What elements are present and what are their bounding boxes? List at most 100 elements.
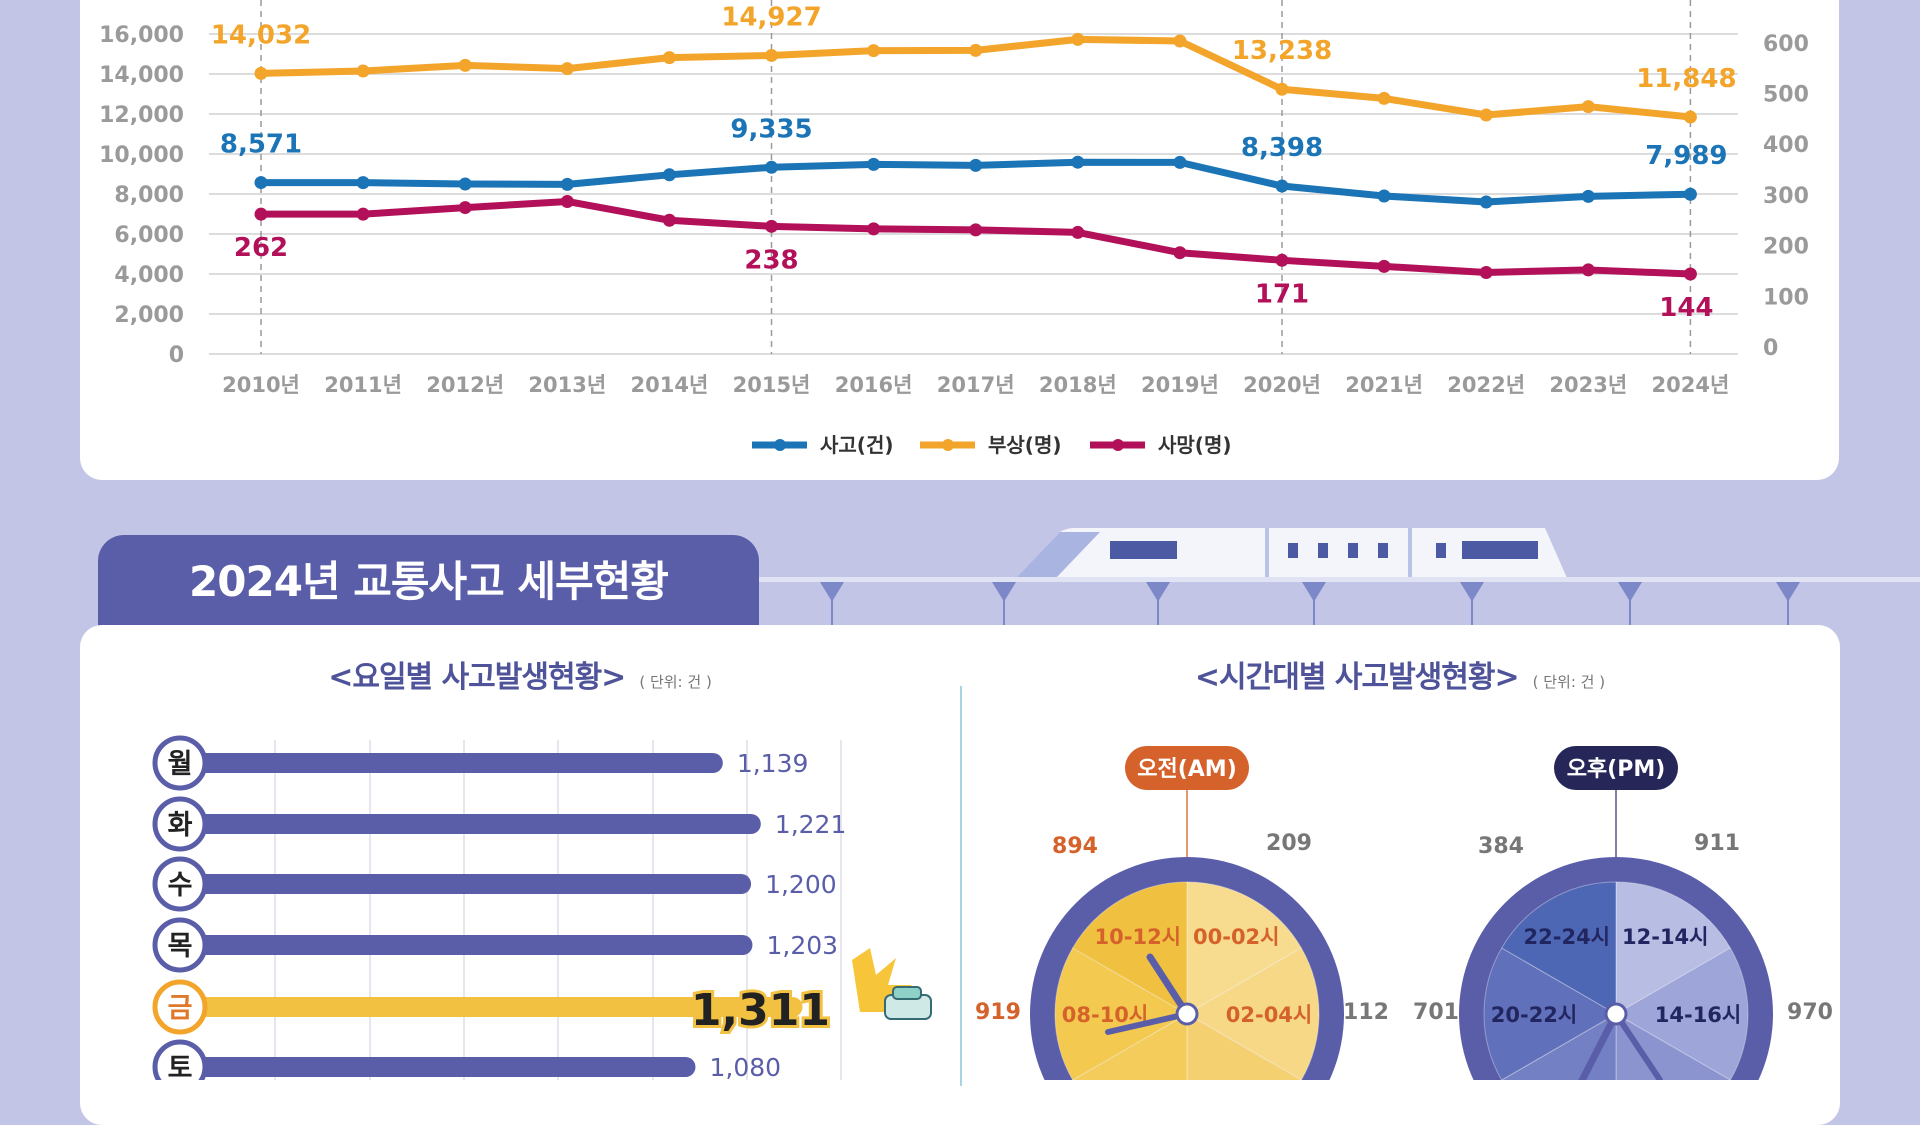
data-label: 238 [744,245,798,275]
x-axis-tick: 2016년 [835,373,913,397]
section-divider [960,686,962,1086]
left-axis-tick: 16,000 [99,23,184,48]
data-point [765,160,778,174]
data-point [1377,91,1391,105]
x-axis-tick: 2013년 [528,373,606,397]
right-axis-tick: 200 [1763,235,1809,260]
data-point [356,64,370,78]
data-point [662,213,676,227]
legend-label: 사망(명) [1158,433,1231,457]
data-point [458,177,472,191]
right-axis-tick: 100 [1763,285,1809,310]
x-axis-tick: 2012년 [426,373,504,397]
timeslot-chart-heading: <시간대별 사고발생현황> ( 단위: 건 ) [980,652,1820,696]
data-point [662,51,676,65]
data-point [969,158,983,172]
x-axis-tick: 2019년 [1141,373,1219,397]
x-axis-tick: 2018년 [1039,373,1117,397]
x-axis-tick: 2023년 [1549,373,1627,397]
data-point [1173,155,1187,169]
data-point [560,177,574,191]
right-axis-tick: 300 [1763,184,1809,209]
legend-label: 사고(건) [820,433,893,457]
data-label: 13,238 [1232,36,1332,66]
weekday-chart-title: <요일별 사고발생현황> [328,660,626,695]
data-point [356,207,370,221]
data-label: 14,927 [721,2,821,32]
x-axis-tick: 2024년 [1652,373,1730,397]
rail-pillars [820,582,1800,630]
x-axis-tick: 2017년 [937,373,1015,397]
data-point [254,176,268,190]
x-axis-tick: 2021년 [1345,373,1423,397]
data-point [867,222,881,236]
data-point [1275,179,1289,193]
data-point [1071,155,1085,169]
right-axis-tick: 0 [1763,336,1778,361]
data-point [1581,189,1595,203]
section-title: 2024년 교통사고 세부현황 [189,557,669,606]
x-axis-tick: 2011년 [324,373,402,397]
data-point [1275,253,1289,267]
data-point [662,168,676,182]
legend-marker [942,439,954,451]
train-rail-illustration [759,528,1920,630]
weekday-chart-heading: <요일별 사고발생현황> ( 단위: 건 ) [100,652,940,696]
data-point [560,194,574,208]
x-axis-tick: 2014년 [631,373,709,397]
data-point [867,44,881,58]
legend-marker [1112,439,1124,451]
data-label: 7,989 [1645,141,1727,171]
data-label: 262 [234,233,288,263]
data-point [254,207,268,221]
data-point [867,157,881,171]
data-point [1479,108,1493,122]
data-point [765,219,778,233]
data-label: 9,335 [730,114,812,144]
data-point [356,176,370,190]
data-point [1377,189,1391,203]
x-axis-tick: 2020년 [1243,373,1321,397]
data-point [458,58,472,72]
section-header-tab [98,535,759,635]
data-point [1581,263,1595,277]
left-axis-tick: 0 [169,343,184,368]
legend-marker [774,439,786,451]
data-label: 11,848 [1636,64,1736,94]
train-icon [1016,528,1567,578]
yearly-trend-line-chart: 0 2,000 4,000 6,000 8,000 10,000 12,000 14,000 1… [99,0,1809,457]
data-label: 8,571 [220,130,302,160]
data-label: 8,398 [1241,133,1323,163]
data-point [765,48,778,62]
data-point [1173,246,1187,260]
left-axis-tick: 2,000 [114,303,184,328]
data-point [560,62,574,76]
timeslot-chart-title: <시간대별 사고발생현황> [1194,660,1520,695]
right-axis-tick: 600 [1763,32,1809,57]
left-axis-tick: 14,000 [99,63,184,88]
data-point [1071,32,1085,46]
data-point [254,66,268,80]
data-point [1071,225,1085,239]
data-point [969,43,983,57]
left-axis-tick: 10,000 [99,143,184,168]
data-label: 171 [1255,279,1309,309]
x-axis-tick: 2015년 [733,373,811,397]
legend-label: 부상(명) [988,433,1061,457]
left-axis-tick: 6,000 [114,223,184,248]
rail-line [759,577,1920,582]
x-axis-tick: 2022년 [1447,373,1525,397]
data-point [1581,100,1595,114]
data-point [1683,267,1697,281]
data-label: 144 [1659,293,1713,323]
data-label: 14,032 [211,20,311,50]
right-axis-tick: 400 [1763,133,1809,158]
data-point [1275,82,1289,96]
data-point [1683,110,1697,124]
weekday-chart-unit: ( 단위: 건 ) [639,673,712,691]
left-axis-tick: 12,000 [99,103,184,128]
data-point [1173,34,1187,48]
data-point [1479,265,1493,279]
x-axis-tick: 2010년 [222,373,300,397]
timeslot-chart-unit: ( 단위: 건 ) [1532,673,1606,691]
